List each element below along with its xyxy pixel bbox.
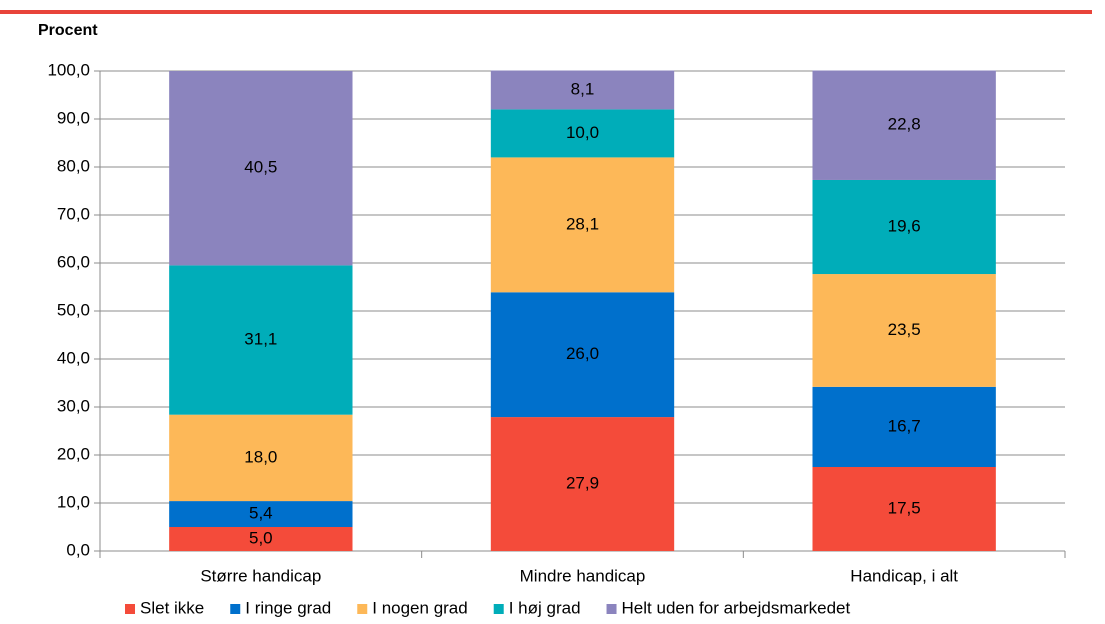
legend-swatch	[493, 604, 504, 614]
y-tick-label: 30,0	[57, 396, 90, 415]
data-label: 31,1	[244, 330, 277, 349]
y-tick-label: 50,0	[57, 300, 90, 319]
data-label: 28,1	[566, 214, 599, 233]
x-tick-label: Større handicap	[200, 566, 321, 585]
bar-segment	[812, 274, 996, 387]
data-label: 40,5	[244, 158, 277, 177]
legend-label: I høj grad	[509, 598, 581, 617]
bar-segment	[812, 70, 996, 180]
data-label: 17,5	[888, 498, 921, 517]
data-label: 10,0	[566, 123, 599, 142]
bar-segment	[490, 109, 675, 158]
legend-swatch	[230, 604, 241, 614]
x-tick-label: Handicap, i alt	[850, 566, 958, 585]
y-tick-label: 90,0	[57, 108, 90, 127]
bar-segment	[169, 527, 353, 551]
data-label: 8,1	[571, 79, 595, 98]
data-label: 27,9	[566, 474, 599, 493]
bar-segment	[169, 501, 353, 527]
bar-segment	[169, 71, 353, 266]
bar-segment	[169, 414, 353, 502]
y-tick-label: 0,0	[66, 540, 90, 559]
y-tick-label: 20,0	[57, 444, 90, 463]
data-label: 22,8	[888, 115, 921, 134]
data-label: 23,5	[888, 320, 921, 339]
bar-segment	[812, 467, 996, 551]
bar-segment	[812, 179, 996, 275]
legend-label: Slet ikke	[140, 598, 204, 617]
data-label: 16,7	[888, 416, 921, 435]
y-tick-label: 70,0	[57, 204, 90, 223]
legend-swatch	[606, 604, 617, 614]
bar-segment	[812, 386, 996, 467]
y-tick-label: 80,0	[57, 156, 90, 175]
legend-swatch	[125, 604, 135, 614]
data-label: 5,0	[249, 528, 273, 547]
legend-label: Helt uden for arbejdsmarkedet	[622, 598, 851, 617]
x-tick-label: Mindre handicap	[520, 566, 646, 585]
data-label: 5,4	[249, 504, 273, 523]
data-label: 19,6	[888, 216, 921, 235]
bar-segment	[490, 292, 675, 418]
top-rule	[0, 10, 1092, 14]
bar-segment	[490, 417, 675, 551]
y-tick-label: 40,0	[57, 348, 90, 367]
y-tick-label: 100,0	[47, 60, 90, 79]
y-tick-label: 10,0	[57, 492, 90, 511]
legend-swatch	[357, 604, 368, 614]
data-label: 18,0	[244, 447, 277, 466]
y-axis-title: Procent	[38, 22, 98, 39]
bar-segment	[169, 265, 353, 415]
bar-segment	[490, 157, 675, 293]
data-label: 26,0	[566, 344, 599, 363]
legend-label: I ringe grad	[245, 598, 331, 617]
bar-segment	[490, 70, 675, 110]
legend-label: I nogen grad	[372, 598, 467, 617]
y-tick-label: 60,0	[57, 252, 90, 271]
